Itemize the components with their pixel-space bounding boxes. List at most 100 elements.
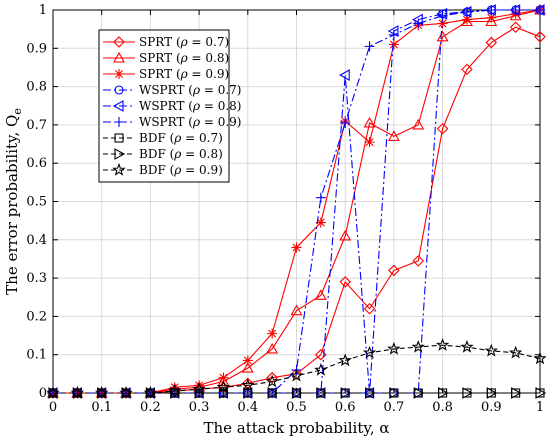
data-point <box>534 31 546 43</box>
legend-item: BDF (ρ = 0.8) <box>103 147 223 161</box>
legend-label-rho: ρ <box>173 131 181 145</box>
data-point <box>291 242 302 253</box>
data-point <box>143 385 158 399</box>
data-point <box>289 368 304 382</box>
data-point <box>266 371 278 384</box>
data-point <box>243 387 254 399</box>
data-point <box>267 387 279 399</box>
y-tick-label: 0.3 <box>26 271 47 286</box>
data-point <box>509 9 522 21</box>
data-point <box>314 362 328 376</box>
series-layer <box>46 3 547 399</box>
legend-marker <box>114 85 124 95</box>
data-point <box>387 130 400 141</box>
legend: SPRT (ρ = 0.7)SPRT (ρ = 0.8)SPRT (ρ = 0.… <box>98 29 241 183</box>
legend-label-base: SPRT ( <box>139 35 181 49</box>
legend-label: SPRT (ρ = 0.8) <box>139 51 229 65</box>
data-point <box>363 302 376 315</box>
data-point <box>535 5 545 15</box>
data-point <box>460 339 474 353</box>
data-point <box>411 339 425 353</box>
legend-label-base: WSPRT ( <box>139 99 193 113</box>
data-point <box>363 116 376 128</box>
data-point <box>438 387 449 399</box>
data-point <box>339 229 352 241</box>
data-point <box>388 264 400 277</box>
legend-label: SPRT (ρ = 0.7) <box>139 35 229 49</box>
legend-label-value: = 0.7) <box>181 131 222 145</box>
data-point <box>437 10 448 21</box>
data-point <box>217 375 230 387</box>
legend-label-value: = 0.7) <box>200 83 241 97</box>
data-point <box>267 328 278 339</box>
data-point <box>315 192 326 203</box>
data-point <box>266 342 279 354</box>
data-point <box>413 18 424 29</box>
data-point <box>192 382 206 395</box>
legend-item: BDF (ρ = 0.7) <box>103 131 223 145</box>
data-point <box>461 63 473 76</box>
legend-label-rho: ρ <box>192 99 200 113</box>
legend-label-rho: ρ <box>180 35 188 49</box>
x-tick-label: 0.5 <box>286 400 307 415</box>
y-axis: 0 0.1 0.2 0.3 0.4 0.5 0.6 0.7 0.8 0.9 1 <box>26 3 540 401</box>
data-point <box>218 372 229 383</box>
legend-label-value: = 0.8) <box>181 147 222 161</box>
legend-label: WSPRT (ρ = 0.8) <box>139 99 241 113</box>
x-tick-label: 0.4 <box>237 400 258 415</box>
y-tick-label: 0.6 <box>26 156 47 171</box>
legend-label-value: = 0.8) <box>200 99 241 113</box>
legend-label-base: BDF ( <box>139 131 174 145</box>
legend-label: BDF (ρ = 0.7) <box>139 131 223 145</box>
series-8 <box>46 338 547 399</box>
data-point <box>485 36 498 49</box>
data-point <box>265 374 279 388</box>
y-axis-title: The error probability, Qe <box>3 108 24 295</box>
legend-label-base: WSPRT ( <box>139 115 193 129</box>
data-point <box>412 255 425 267</box>
data-point <box>461 14 472 25</box>
legend-label: WSPRT (ρ = 0.7) <box>139 83 241 97</box>
legend-item: BDF (ρ = 0.9) <box>103 162 223 177</box>
y-axis-title-main: The error probability, Q <box>3 115 21 295</box>
legend-item: WSPRT (ρ = 0.7) <box>103 83 241 97</box>
data-point <box>510 5 521 15</box>
data-point <box>509 21 522 34</box>
data-point <box>315 217 326 228</box>
y-tick-label: 0.1 <box>26 348 47 363</box>
legend-label-base: WSPRT ( <box>139 83 193 97</box>
data-point <box>169 382 180 393</box>
legend-marker <box>112 162 126 176</box>
y-tick-label: 0.9 <box>26 41 47 56</box>
x-tick-label: 0.2 <box>140 400 161 415</box>
legend-label-rho: ρ <box>173 163 181 177</box>
series-line <box>53 344 541 394</box>
data-point <box>339 276 351 288</box>
legend-label-base: SPRT ( <box>139 51 181 65</box>
data-point <box>535 387 547 399</box>
legend-item: SPRT (ρ = 0.9) <box>103 67 229 81</box>
legend-item: WSPRT (ρ = 0.9) <box>103 115 241 129</box>
legend-marker <box>112 100 124 112</box>
data-point <box>412 118 425 130</box>
data-point <box>364 137 375 148</box>
legend-marker <box>114 133 124 143</box>
data-point <box>194 380 205 391</box>
data-point <box>194 387 206 399</box>
data-point <box>486 5 497 15</box>
legend-label: WSPRT (ρ = 0.9) <box>139 115 241 129</box>
legend-marker <box>113 51 125 63</box>
y-tick-label: 0.5 <box>26 195 47 210</box>
legend-label-value: = 0.9) <box>181 163 222 177</box>
data-point <box>168 384 182 397</box>
data-point <box>484 343 499 357</box>
data-point <box>511 387 522 399</box>
data-point <box>46 385 60 399</box>
y-tick-label: 0 <box>39 386 47 401</box>
x-tick-label: 0.6 <box>335 400 356 415</box>
data-point <box>216 380 231 393</box>
data-point <box>291 387 303 399</box>
data-point <box>364 41 375 52</box>
data-point <box>290 368 303 380</box>
